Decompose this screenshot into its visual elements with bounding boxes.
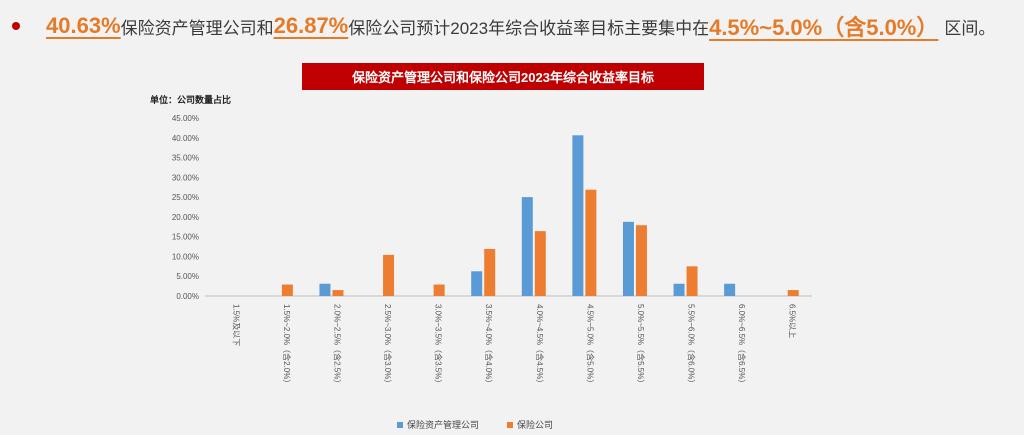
bar-asset-mgmt [622, 221, 634, 296]
x-tick-label: 1.5%及以下 [231, 304, 240, 346]
bar-insurer [433, 284, 445, 296]
y-tick-label: 15.00% [172, 233, 199, 242]
headline-range: 4.5%~5.0%（含5.0%） [709, 15, 939, 40]
x-tick-label: 3.0%~3.5%（含3.5%） [434, 304, 444, 387]
y-tick-label: 5.00% [176, 272, 199, 281]
x-tick-label: 2.5%~3.0%（含3.0%） [383, 304, 393, 387]
y-tick-label: 10.00% [172, 252, 199, 261]
bar-insurer [332, 290, 344, 296]
headline-text-2: 保险公司预计2023年综合收益率目标主要集中在 [348, 18, 710, 38]
y-tick-label: 30.00% [172, 173, 199, 182]
chart-title: 保险资产管理公司和保险公司2023年综合收益率目标 [302, 63, 704, 90]
legend-item-2: 保险公司 [507, 418, 553, 431]
bar-asset-mgmt [572, 135, 584, 296]
y-tick-label: 40.00% [172, 134, 199, 143]
headline: 40.63% 保险资产管理公司和 26.87% 保险公司预计2023年综合收益率… [12, 8, 995, 44]
y-tick-label: 0.00% [176, 292, 199, 301]
x-tick-label: 2.0%~2.5%（含2.5%） [332, 304, 342, 387]
y-tick-label: 25.00% [172, 193, 199, 202]
legend-label-1: 保险资产管理公司 [407, 420, 480, 430]
headline-pct-1: 40.63% [46, 13, 121, 38]
bar-insurer [383, 254, 395, 296]
bar-insurer [635, 225, 647, 296]
legend-label-2: 保险公司 [517, 420, 554, 430]
x-tick-label: 5.0%~5.5%（含5.5%） [636, 304, 646, 387]
bullet-icon [12, 22, 20, 30]
bar-asset-mgmt [319, 283, 331, 296]
x-tick-label: 5.5%~6.0%（含6.0%） [687, 304, 697, 387]
headline-text-3: 区间。 [944, 18, 996, 38]
legend: 保险资产管理公司 保险公司 [397, 418, 553, 431]
legend-item-1: 保险资产管理公司 [397, 418, 479, 431]
legend-swatch-1 [397, 421, 403, 428]
bar-insurer [484, 248, 496, 296]
x-tick-label: 3.5%~4.0%（含4.0%） [484, 304, 494, 387]
y-tick-label: 35.00% [172, 154, 199, 163]
bar-insurer [787, 290, 799, 296]
unit-label: 单位：公司数量占比 [150, 95, 232, 105]
bar-asset-mgmt [724, 283, 736, 296]
x-tick-label: 6.5%以上 [788, 304, 797, 338]
bar-insurer [534, 231, 546, 296]
bar-asset-mgmt [471, 271, 483, 296]
legend-swatch-2 [507, 421, 514, 428]
bar-insurer [585, 189, 597, 296]
y-tick-label: 20.00% [172, 213, 199, 222]
x-tick-label: 1.5%~2.0%（含2.0%） [282, 304, 292, 387]
y-tick-label: 45.00% [172, 114, 199, 123]
x-tick-label: 6.0%~6.5%（含6.5%） [737, 304, 747, 387]
headline-text-1: 保险资产管理公司和 [120, 18, 274, 38]
headline-pct-2: 26.87% [273, 13, 349, 38]
bar-insurer [281, 284, 293, 296]
bar-asset-mgmt [673, 283, 685, 296]
bar-asset-mgmt [521, 197, 533, 296]
bar-insurer [686, 266, 698, 296]
x-tick-label: 4.0%~4.5%（含4.5%） [535, 304, 545, 387]
x-tick-label: 4.5%~5.0%（含5.0%） [585, 304, 595, 387]
